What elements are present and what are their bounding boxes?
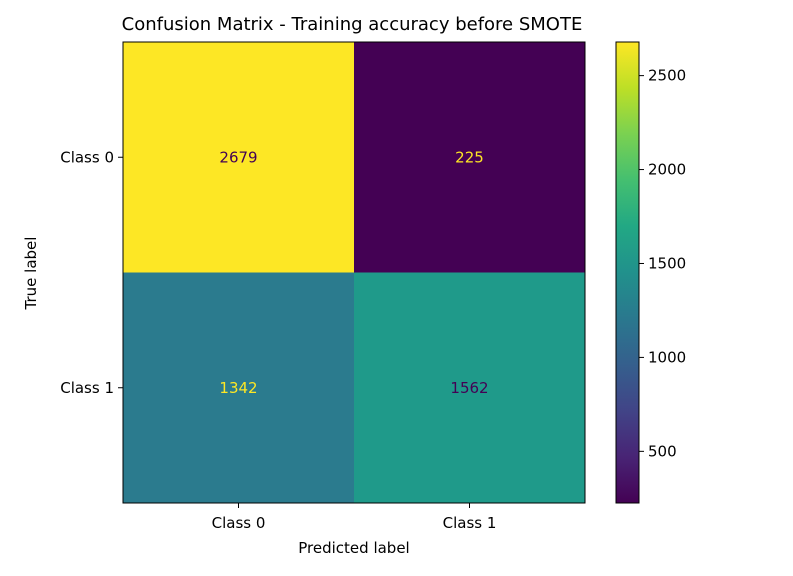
colorbar-ticks: 500 1000 1500 2000 2500 xyxy=(639,67,686,460)
y-tick-label: Class 0 xyxy=(60,148,114,166)
chart-title: Confusion Matrix - Training accuracy bef… xyxy=(122,14,583,35)
x-tick-label: Class 1 xyxy=(443,514,497,532)
colorbar-tick-label: 1000 xyxy=(648,348,686,366)
heatmap-cells: 2679 225 1342 1562 xyxy=(123,42,585,503)
cell-value-label: 1342 xyxy=(219,379,257,397)
colorbar-tick-label: 1500 xyxy=(648,254,686,272)
heatmap-cell-0-1 xyxy=(354,42,585,273)
heatmap-cell-1-1 xyxy=(354,272,585,503)
heatmap-cell-1-0 xyxy=(123,272,354,503)
colorbar xyxy=(615,41,640,504)
x-axis-label: Predicted label xyxy=(298,539,409,557)
colorbar-tick-label: 500 xyxy=(648,442,677,460)
cell-value-label: 2679 xyxy=(219,148,257,166)
y-axis-label: True label xyxy=(22,237,40,311)
colorbar-tick-label: 2000 xyxy=(648,161,686,179)
colorbar-tick-label: 2500 xyxy=(648,67,686,85)
cell-value-label: 1562 xyxy=(450,379,488,397)
cell-value-label: 225 xyxy=(455,148,484,166)
y-tick-label: Class 1 xyxy=(60,379,114,397)
x-tick-label: Class 0 xyxy=(212,514,266,532)
heatmap-cell-0-0 xyxy=(123,42,354,273)
plot-frame xyxy=(122,41,586,504)
axis-ticks: Class 0 Class 1 Class 0 Class 1 xyxy=(60,148,496,532)
